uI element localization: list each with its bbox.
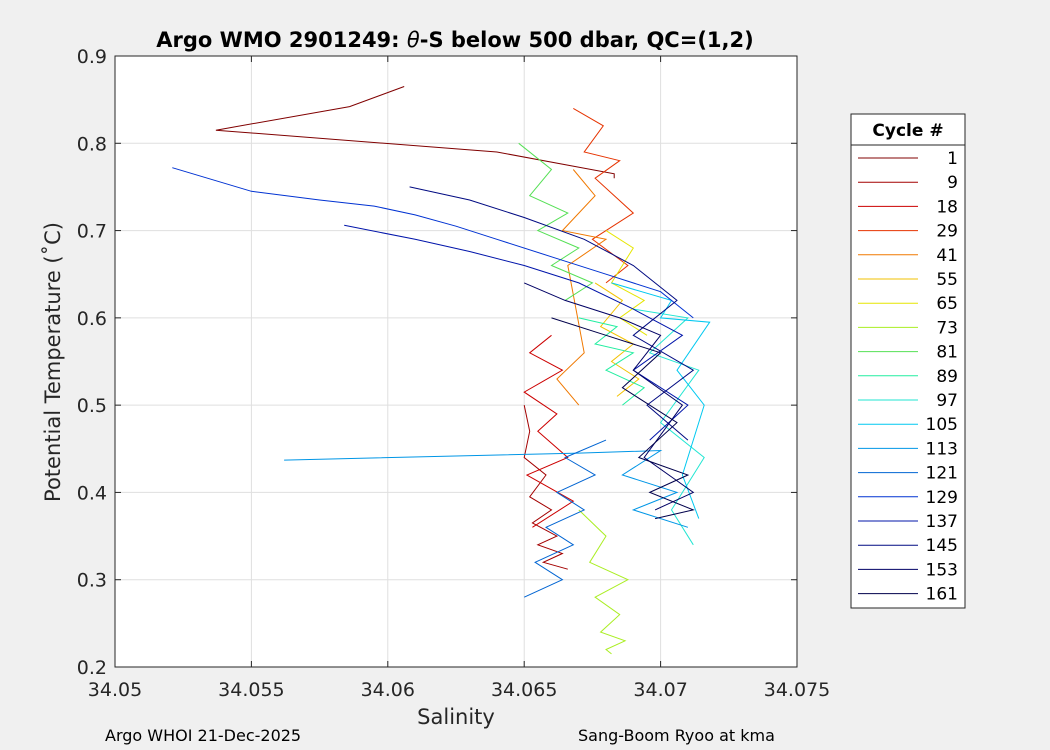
series-layer	[172, 86, 711, 655]
legend-label-cycle-105: 105	[926, 415, 958, 435]
legend-label-cycle-121: 121	[926, 464, 958, 484]
legend-label-cycle-81: 81	[936, 343, 958, 363]
legend-entries: 1 9 18 29 41 55 65 73 81 89 97 105 113 121 129 137 145 15…	[858, 149, 958, 605]
legend-label-cycle-97: 97	[936, 391, 958, 411]
series-line-cycle-161	[551, 317, 695, 520]
y-tick-label: 0.4	[77, 482, 107, 504]
x-axis-label: Salinity	[417, 705, 495, 729]
legend-label-cycle-89: 89	[936, 367, 958, 387]
legend-label-cycle-145: 145	[926, 536, 958, 556]
legend-label-cycle-113: 113	[926, 439, 958, 459]
y-axis-label: Potential Temperature (˚C)	[41, 222, 65, 502]
legend-label-cycle-1: 1	[947, 149, 958, 169]
legend-title: Cycle #	[872, 121, 943, 141]
legend: Cycle # 1 9 18 29 41 55 65 73 81 89 97 105 113 121 129…	[850, 113, 966, 609]
legend-label-cycle-129: 129	[926, 488, 958, 508]
x-tick-label: 34.05	[88, 679, 142, 701]
y-tick-label: 0.2	[77, 657, 107, 679]
legend-label-cycle-9: 9	[947, 173, 958, 193]
series-line-cycle-137	[344, 224, 689, 441]
legend-label-cycle-73: 73	[936, 318, 958, 338]
title-prefix: Argo WMO 2901249:	[156, 28, 407, 52]
x-tick-label: 34.075	[764, 679, 830, 701]
axis-ticks: 34.05 34.055 34.06 34.065 34.07 34.075 0.2 0.3 0…	[77, 46, 830, 701]
series-line-cycle-73	[578, 509, 630, 655]
y-tick-label: 0.6	[77, 308, 107, 330]
x-tick-label: 34.065	[491, 679, 557, 701]
series-line-cycle-9	[523, 404, 568, 570]
series-line-cycle-81	[518, 142, 594, 301]
x-tick-label: 34.06	[361, 679, 415, 701]
series-line-cycle-41	[556, 169, 608, 406]
y-tick-label: 0.3	[77, 570, 107, 592]
axes-box	[114, 55, 798, 668]
legend-label-cycle-65: 65	[936, 294, 958, 314]
title-theta: θ	[407, 28, 420, 52]
legend-label-cycle-18: 18	[936, 197, 958, 217]
x-tick-label: 34.055	[218, 679, 284, 701]
series-line-cycle-1	[215, 86, 615, 179]
y-tick-label: 0.8	[77, 133, 107, 155]
legend-label-cycle-161: 161	[926, 585, 958, 605]
y-tick-label: 0.9	[77, 46, 107, 68]
footer-right: Sang-Boom Ryoo at kma	[578, 726, 775, 745]
legend-box	[850, 113, 966, 609]
footer-left: Argo WHOI 21-Dec-2025	[105, 726, 301, 745]
series-line-cycle-145	[409, 186, 695, 441]
legend-label-cycle-55: 55	[936, 270, 958, 290]
chart-title: Argo WMO 2901249: θ-S below 500 dbar, QC…	[156, 28, 753, 52]
series-line-cycle-65	[605, 230, 648, 336]
y-tick-label: 0.5	[77, 395, 107, 417]
plot-data-region	[172, 86, 711, 655]
x-tick-label: 34.07	[633, 679, 687, 701]
series-line-cycle-113	[284, 449, 689, 528]
title-suffix: -S below 500 dbar, QC=(1,2)	[420, 28, 754, 52]
series-line-cycle-97	[633, 308, 705, 546]
series-line-cycle-153	[524, 282, 695, 511]
plot-area	[115, 56, 797, 667]
legend-label-cycle-137: 137	[926, 512, 958, 532]
series-line-cycle-121	[523, 439, 607, 598]
legend-label-cycle-29: 29	[936, 222, 958, 242]
legend-label-cycle-153: 153	[926, 560, 958, 580]
series-line-cycle-89	[578, 317, 646, 406]
legend-label-cycle-41: 41	[936, 246, 958, 266]
series-line-cycle-18	[523, 334, 575, 528]
series-line-cycle-129	[172, 167, 694, 319]
series-line-cycle-105	[611, 282, 711, 519]
grid-lines	[115, 56, 797, 667]
y-tick-label: 0.7	[77, 221, 107, 243]
